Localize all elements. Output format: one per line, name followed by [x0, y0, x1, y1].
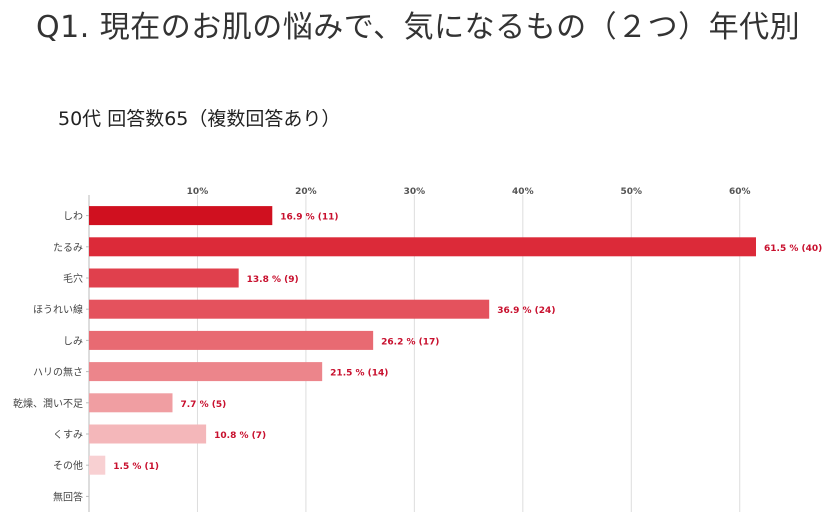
bar [89, 299, 490, 319]
data-label: 61.5 % (40) [764, 244, 822, 254]
data-label: 7.7 % (5) [181, 400, 227, 410]
data-label: 21.5 % (14) [330, 369, 388, 379]
bar [89, 330, 374, 350]
category-label: 毛穴 [63, 272, 83, 285]
data-label: 36.9 % (24) [497, 306, 555, 316]
page-title: Q1. 現在のお肌の悩みで、気になるもの（２つ）年代別 [36, 10, 801, 45]
bar [89, 206, 273, 226]
category-label: たるみ [53, 242, 83, 254]
category-label: くすみ [53, 429, 83, 441]
x-tick-label: 50% [621, 187, 643, 197]
x-tick-label: 60% [729, 187, 751, 197]
data-label: 26.2 % (17) [381, 337, 439, 347]
x-tick-label: 20% [295, 187, 317, 197]
category-label: その他 [53, 459, 83, 472]
data-label: 10.8 % (7) [214, 431, 266, 441]
category-label: ハリの無さ [33, 366, 83, 379]
bar [89, 268, 239, 288]
category-label: 乾燥、潤い不足 [13, 397, 83, 410]
bar [89, 237, 756, 257]
x-tick-label: 30% [404, 187, 426, 197]
data-label: 1.5 % (1) [113, 462, 159, 472]
category-label: 無回答 [53, 490, 83, 503]
data-label: 16.9 % (11) [280, 213, 338, 223]
x-tick-label: 10% [187, 187, 209, 197]
bar [89, 424, 207, 444]
category-label: ほうれい線 [33, 303, 83, 316]
bar [89, 455, 106, 475]
bar [89, 362, 323, 382]
x-tick-label: 40% [512, 187, 534, 197]
chart-subtitle: 50代 回答数65（複数回答あり） [58, 108, 341, 130]
data-label: 13.8 % (9) [247, 275, 299, 285]
bar [89, 393, 173, 413]
category-label: しみ [63, 335, 83, 347]
category-label: しわ [63, 211, 83, 223]
